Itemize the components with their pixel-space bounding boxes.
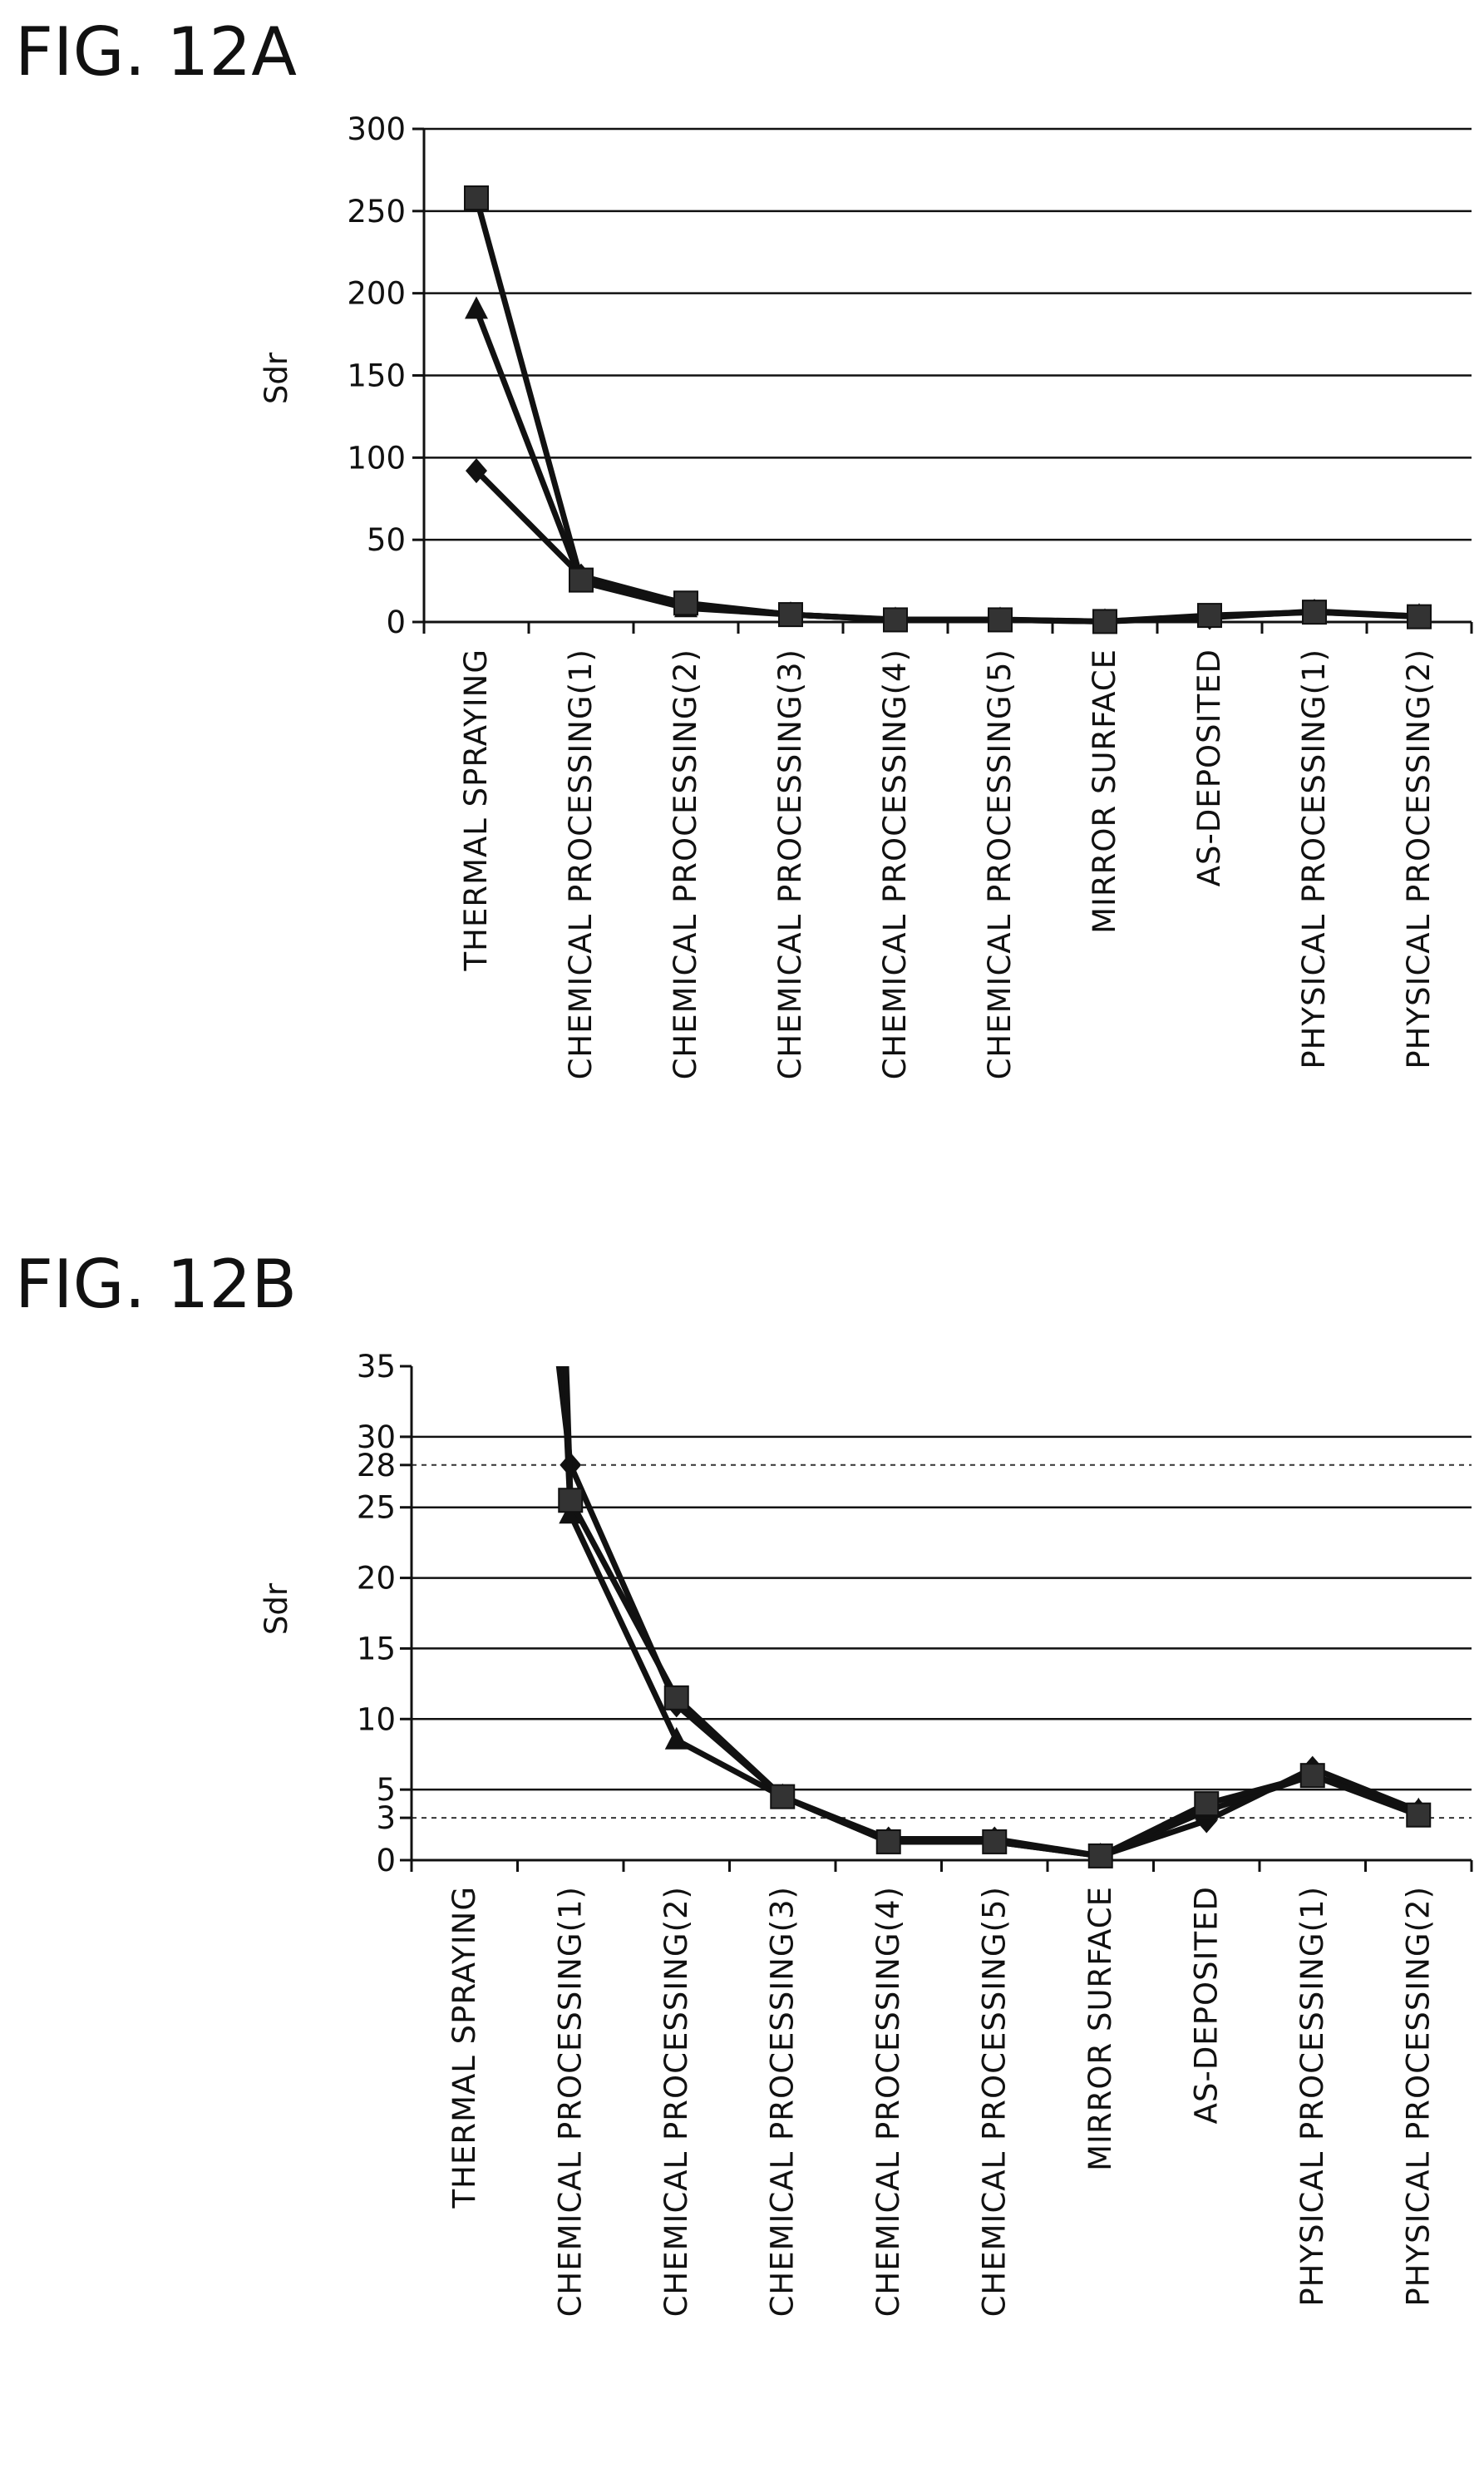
- series-line-triangle: [473, 309, 1420, 624]
- x-category-label: PHYSICAL PROCESSING(1): [1294, 1886, 1330, 2307]
- data-point-square: [1197, 603, 1222, 629]
- y-axis-label-12b: Sdr: [259, 1582, 294, 1635]
- data-point-square: [1299, 1763, 1325, 1789]
- data-point-square: [1302, 600, 1327, 625]
- x-category-label: PHYSICAL PROCESSING(1): [1296, 649, 1332, 1069]
- y-tick-label: 20: [357, 1561, 396, 1597]
- data-point-square: [988, 607, 1013, 633]
- x-category-label: CHEMICAL PROCESSING(3): [764, 1886, 800, 2317]
- data-point-square: [673, 590, 698, 616]
- data-point-square: [1092, 609, 1117, 634]
- data-point-triangle: [664, 1726, 688, 1750]
- x-category-label: CHEMICAL PROCESSING(1): [552, 1886, 588, 2317]
- y-tick-label: 35: [357, 1349, 396, 1385]
- x-category-label: CHEMICAL PROCESSING(2): [668, 649, 703, 1079]
- x-category-label: AS-DEPOSITED: [1191, 649, 1227, 886]
- y-tick-label: 0: [376, 1843, 396, 1878]
- data-point-square: [770, 1784, 796, 1809]
- data-point-square: [875, 1829, 901, 1854]
- x-category-label: MIRROR SURFACE: [1082, 1886, 1118, 2171]
- data-point-square: [663, 1685, 689, 1710]
- y-tick-label: 100: [347, 440, 406, 476]
- y-axis-label-12a: Sdr: [259, 352, 294, 404]
- data-point-square: [982, 1829, 1008, 1854]
- series-line-diamond: [474, 468, 1420, 624]
- x-category-label: MIRROR SURFACE: [1087, 649, 1122, 934]
- data-point-square: [1406, 1802, 1432, 1828]
- data-point-square: [883, 607, 908, 633]
- data-point-square: [1087, 1843, 1113, 1868]
- data-point-square: [778, 602, 803, 628]
- data-point-diamond: [466, 458, 487, 484]
- y-tick-label: 3: [376, 1800, 396, 1836]
- series-line-diamond: [555, 1366, 1420, 1859]
- x-category-label: THERMAL SPRAYING: [458, 649, 494, 971]
- y-tick-label: 25: [357, 1490, 396, 1526]
- x-category-label: CHEMICAL PROCESSING(5): [976, 1886, 1012, 2317]
- x-category-label: CHEMICAL PROCESSING(1): [563, 649, 599, 1079]
- y-tick-label: 5: [376, 1772, 396, 1808]
- data-point-square: [569, 567, 594, 593]
- y-tick-label: 200: [347, 276, 406, 312]
- data-point-square: [1407, 604, 1432, 629]
- figure-label-12b: FIG. 12B: [15, 1246, 297, 1323]
- x-category-label: CHEMICAL PROCESSING(5): [982, 649, 1018, 1079]
- y-tick-label: 250: [347, 194, 406, 230]
- x-category-label: AS-DEPOSITED: [1188, 1886, 1224, 2124]
- chart-fig-12a: FIG. 12A Sdr 0 50 100 150 200 250 300 THERMAL S…: [15, 13, 1473, 1079]
- y-tick-label: 28: [357, 1448, 396, 1483]
- figure-label-12a: FIG. 12A: [15, 13, 297, 91]
- y-tick-label: 50: [367, 522, 406, 558]
- y-tick-label: 150: [347, 358, 406, 394]
- y-tick-label: 15: [357, 1631, 396, 1666]
- plot-area: [555, 1366, 1432, 1868]
- x-category-label: PHYSICAL PROCESSING(2): [1401, 649, 1437, 1069]
- y-tick-label: 0: [386, 605, 406, 640]
- x-category-label: CHEMICAL PROCESSING(4): [870, 1886, 906, 2317]
- x-category-label: PHYSICAL PROCESSING(2): [1400, 1886, 1436, 2307]
- series-line-square: [563, 1366, 1420, 1859]
- data-point-square: [558, 1488, 584, 1513]
- data-point-square: [464, 185, 489, 211]
- x-category-label: THERMAL SPRAYING: [446, 1886, 482, 2209]
- y-tick-label: 30: [357, 1419, 396, 1455]
- data-point-triangle: [465, 296, 488, 319]
- x-category-label: CHEMICAL PROCESSING(4): [877, 649, 913, 1079]
- x-category-label: CHEMICAL PROCESSING(3): [772, 649, 808, 1079]
- y-tick-label: 10: [357, 1701, 396, 1737]
- series-line-square: [473, 197, 1420, 624]
- x-category-label: CHEMICAL PROCESSING(2): [658, 1886, 694, 2317]
- data-point-square: [1194, 1791, 1220, 1817]
- y-tick-label: 300: [347, 111, 406, 147]
